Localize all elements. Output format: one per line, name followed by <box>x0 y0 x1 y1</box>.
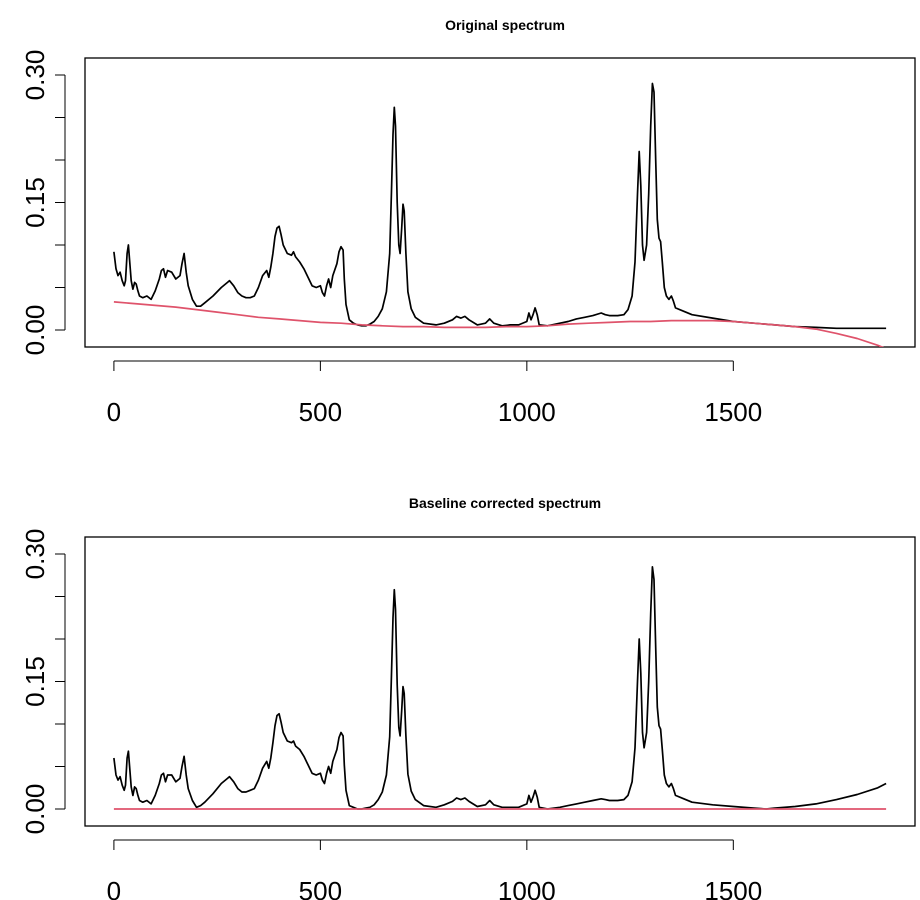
plot-frame <box>84 57 916 348</box>
chart-title: Original spectrum <box>445 17 565 33</box>
plot-frame <box>84 536 916 827</box>
y-tick-label: 0.15 <box>20 177 50 228</box>
y-axis: 0.00 0.15 0.30 <box>20 50 66 356</box>
y-tick-label: 0.00 <box>20 784 50 835</box>
x-tick-label: 0 <box>107 397 121 427</box>
x-axis: 0 500 1000 1500 <box>107 360 762 427</box>
y-axis: 0.00 0.15 0.30 <box>20 529 66 835</box>
x-tick-label: 1000 <box>498 397 556 427</box>
x-tick-label: 1000 <box>498 876 556 900</box>
series-layer <box>113 565 887 810</box>
x-tick-label: 500 <box>299 876 342 900</box>
x-tick-label: 1500 <box>704 397 762 427</box>
y-tick-label: 0.00 <box>20 305 50 356</box>
x-tick-label: 1500 <box>704 876 762 900</box>
spectrum-line <box>113 82 887 330</box>
series-layer <box>113 82 887 347</box>
x-axis: 0 500 1000 1500 <box>107 839 762 900</box>
y-tick-label: 0.15 <box>20 656 50 707</box>
x-tick-label: 500 <box>299 397 342 427</box>
y-tick-label: 0.30 <box>20 50 50 101</box>
panel-baseline-corrected-spectrum: Baseline corrected spectrum 0 500 1000 1500… <box>20 495 916 900</box>
baseline-line <box>113 301 885 347</box>
x-tick-label: 0 <box>107 876 121 900</box>
panel-original-spectrum: Original spectrum 0 500 1000 1500 0.000.150… <box>20 17 916 427</box>
y-tick-label: 0.30 <box>20 529 50 580</box>
spectrum-line <box>113 565 887 810</box>
chart-title: Baseline corrected spectrum <box>409 495 601 511</box>
